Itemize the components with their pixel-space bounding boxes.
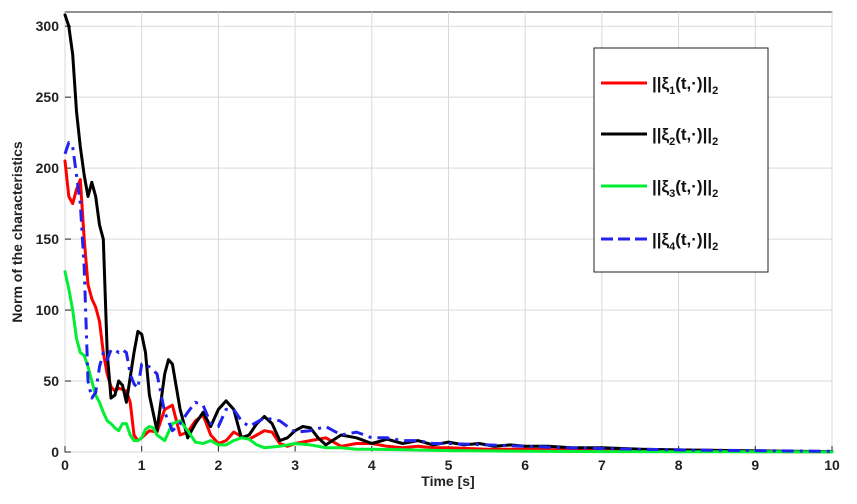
legend-label-3: ||ξ3(t,·)||2 xyxy=(652,177,718,200)
y-tick-label: 250 xyxy=(36,89,60,105)
legend-label-1: ||ξ1(t,·)||2 xyxy=(652,74,718,97)
x-tick-label: 8 xyxy=(675,457,683,473)
x-tick-label: 5 xyxy=(445,457,453,473)
x-axis-label: Time [s] xyxy=(421,473,474,489)
x-tick-label: 0 xyxy=(61,457,69,473)
x-tick-label: 7 xyxy=(598,457,606,473)
y-tick-label: 100 xyxy=(36,302,60,318)
x-tick-label: 1 xyxy=(138,457,146,473)
x-tick-label: 4 xyxy=(368,457,376,473)
series-layer xyxy=(63,13,834,454)
series-line-3 xyxy=(63,270,834,454)
y-tick-labels: 0 50 100 150 200 250 300 xyxy=(36,18,60,460)
x-tick-label: 2 xyxy=(215,457,223,473)
x-tick-label: 6 xyxy=(521,457,529,473)
y-axis-label: Norm of the characteristics xyxy=(9,141,25,322)
legend-label-4: ||ξ4(t,·)||2 xyxy=(652,230,718,253)
x-tick-labels: 0 1 2 3 4 5 6 7 8 9 10 xyxy=(61,457,840,473)
legend-box xyxy=(593,47,769,273)
x-tick-label: 10 xyxy=(824,457,840,473)
x-tick-label: 9 xyxy=(751,457,759,473)
y-tick-label: 150 xyxy=(36,231,60,247)
x-tick-label: 3 xyxy=(291,457,299,473)
y-tick-label: 200 xyxy=(36,160,60,176)
series-line-4 xyxy=(63,141,833,453)
y-tick-label: 0 xyxy=(51,444,59,460)
y-tick-label: 300 xyxy=(36,18,60,34)
series-line-1 xyxy=(63,159,834,454)
y-tick-label: 50 xyxy=(43,373,59,389)
legend-label-2: ||ξ2(t,·)||2 xyxy=(652,125,718,148)
legend: ||ξ1(t,·)||2 ||ξ2(t,·)||2 ||ξ3(t,·)||2 ||ξ4… xyxy=(593,47,769,273)
